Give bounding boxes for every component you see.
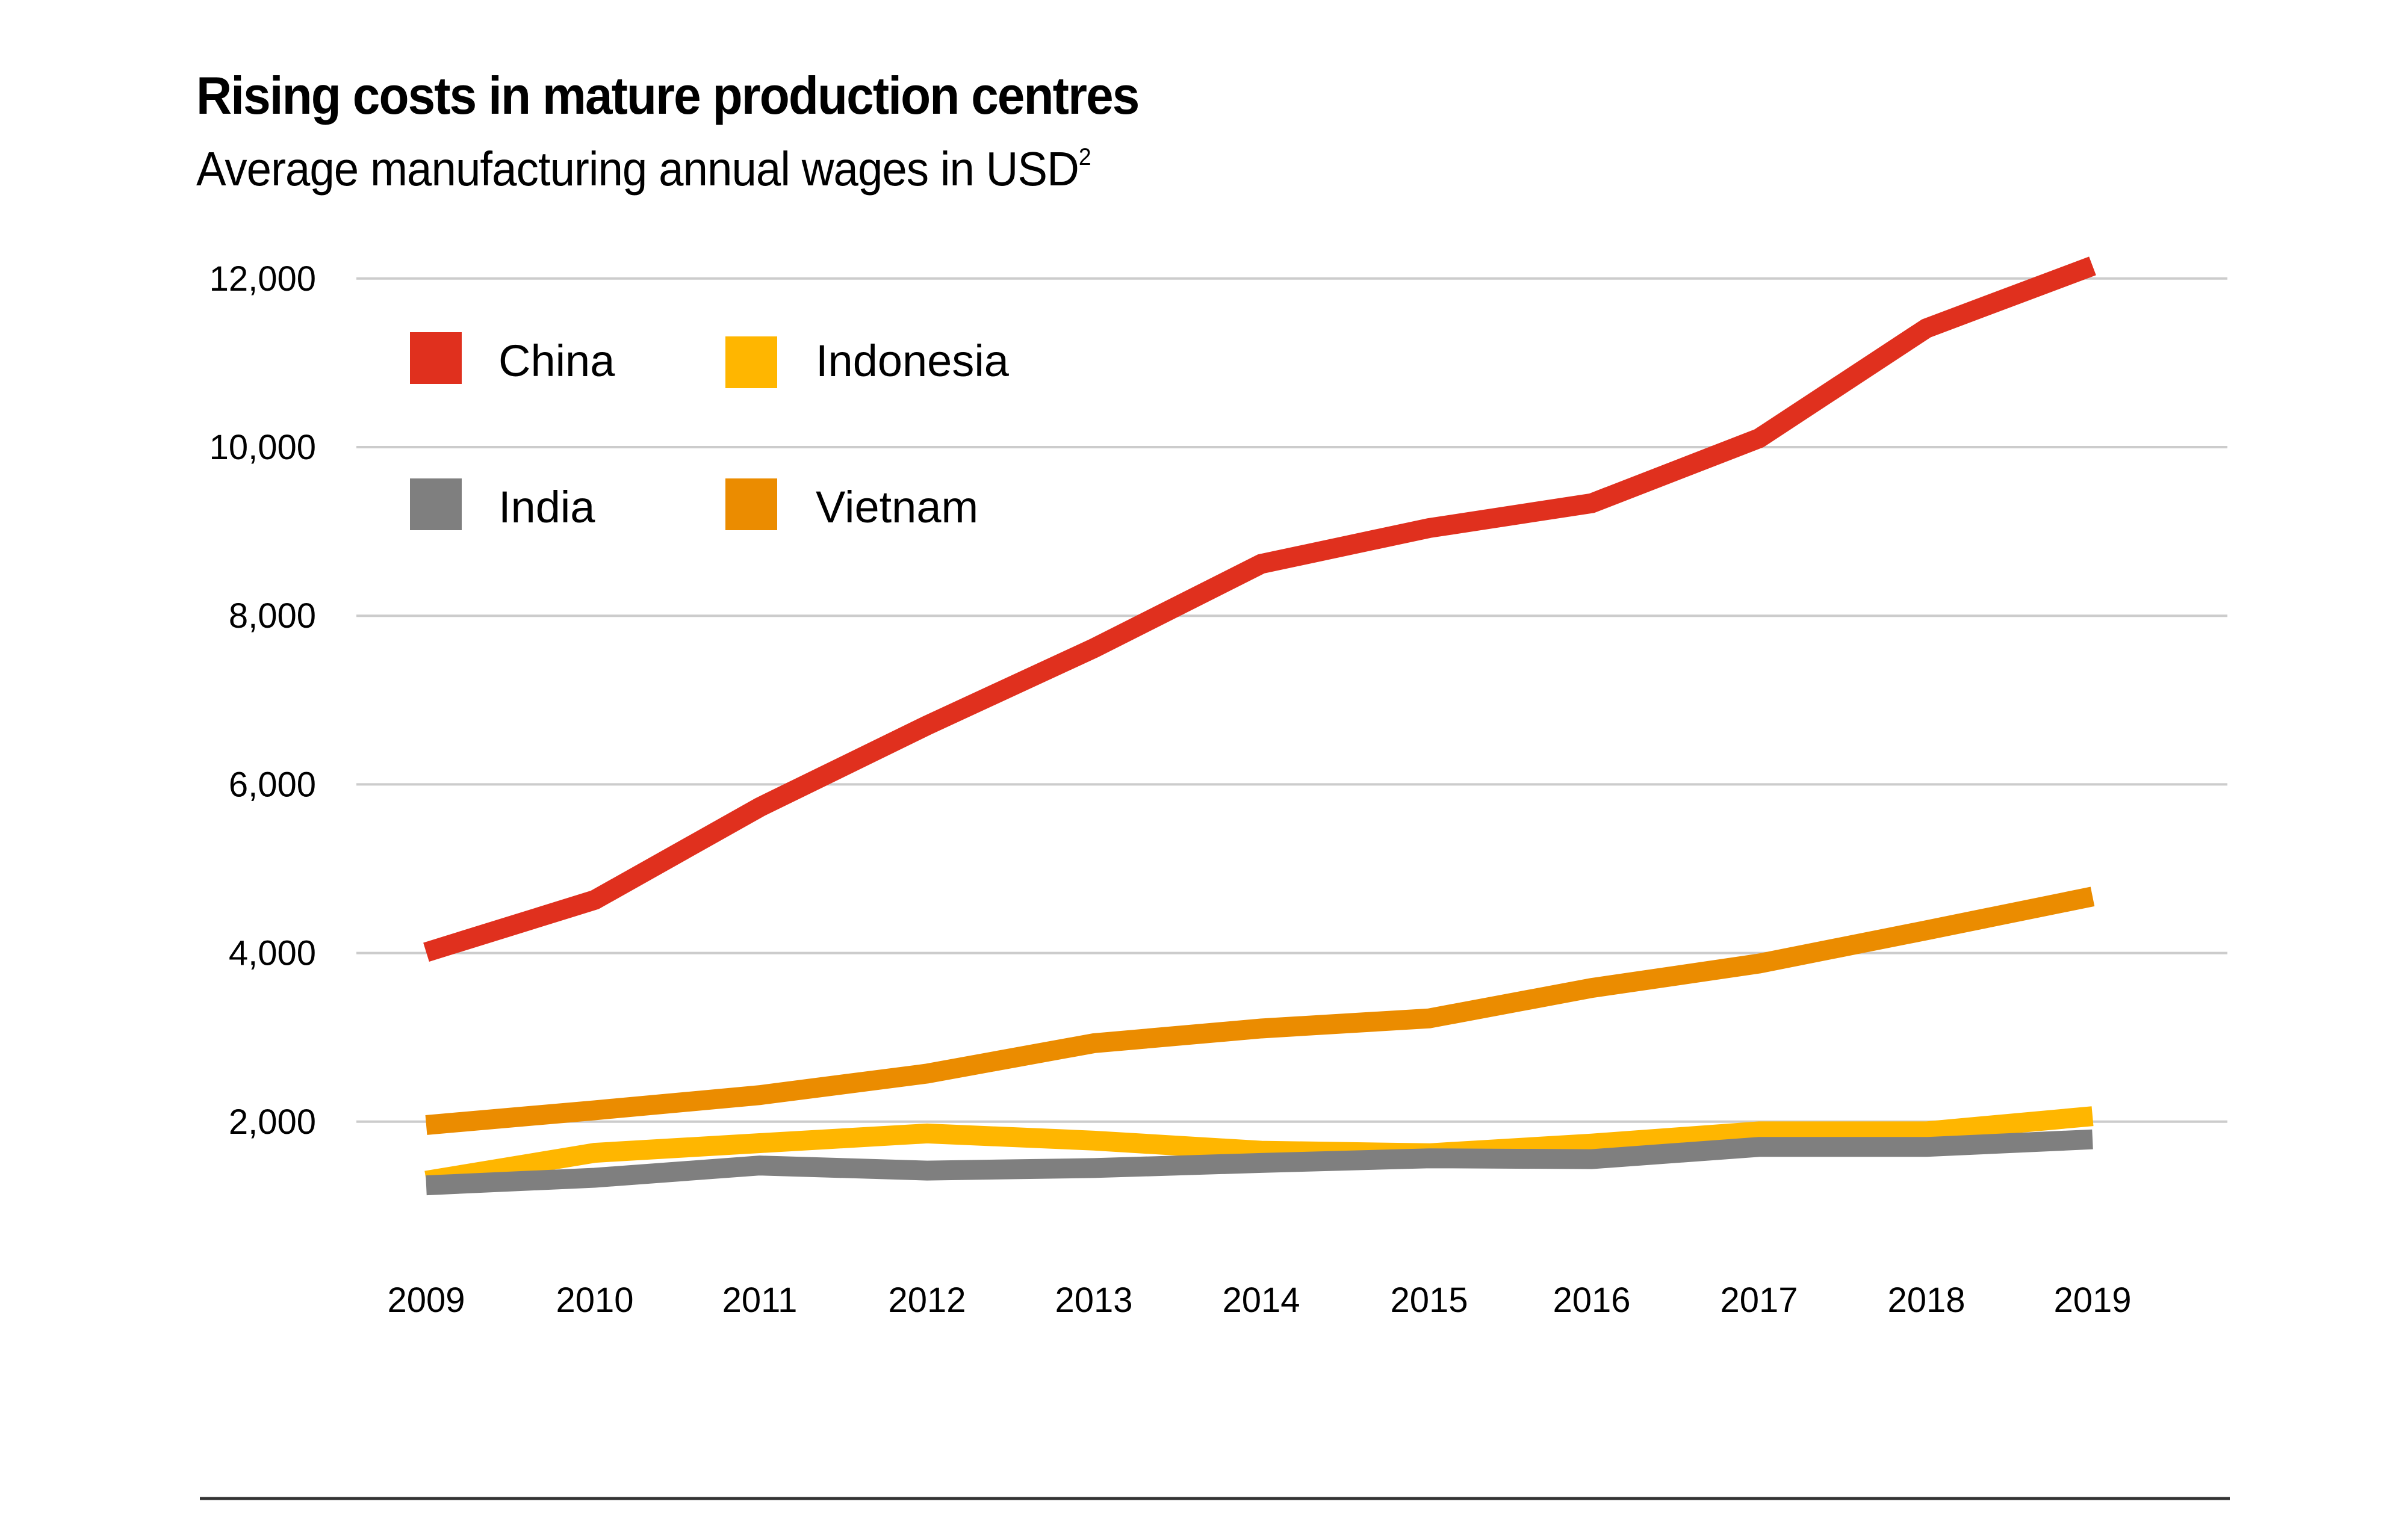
series-china xyxy=(423,256,2096,962)
x-tick-label: 2014 xyxy=(1222,1281,1300,1320)
legend-item-india: India xyxy=(410,478,595,532)
y-tick-label: 2,000 xyxy=(229,1103,316,1142)
subtitle-text: Average manufacturing annual wages in US… xyxy=(196,142,1079,196)
legend-swatch xyxy=(410,332,462,384)
chart-subtitle: Average manufacturing annual wages in US… xyxy=(196,141,1091,197)
x-tick-label: 2013 xyxy=(1055,1281,1132,1320)
legend-item-vietnam: Vietnam xyxy=(725,478,978,532)
legend-swatch xyxy=(410,478,462,530)
legend-label: India xyxy=(498,482,595,532)
chart-title: Rising costs in mature production centre… xyxy=(196,66,1140,125)
legend-swatch xyxy=(725,336,777,388)
y-tick-label: 8,000 xyxy=(229,596,316,636)
y-tick-label: 10,000 xyxy=(209,428,316,467)
x-tick-label: 2016 xyxy=(1553,1281,1630,1320)
legend-item-indonesia: Indonesia xyxy=(725,336,1010,388)
line-vietnam xyxy=(425,886,2095,1135)
legend-label: China xyxy=(498,336,615,386)
gridlines xyxy=(356,277,2227,1123)
legend-swatch xyxy=(725,478,777,530)
legend-label: Indonesia xyxy=(816,336,1010,386)
series-vietnam xyxy=(425,886,2095,1135)
x-tick-label: 2012 xyxy=(888,1281,966,1320)
line-china xyxy=(423,256,2096,962)
x-tick-label: 2015 xyxy=(1390,1281,1468,1320)
legend: China Indonesia India Vietnam xyxy=(410,332,1010,532)
series-india xyxy=(426,1129,2093,1196)
y-axis-tick-labels: 2,000 4,000 6,000 8,000 10,000 12,000 xyxy=(209,259,316,1142)
x-tick-label: 2018 xyxy=(1887,1281,1965,1320)
footnote-marker: 2 xyxy=(1078,144,1091,170)
y-tick-label: 4,000 xyxy=(229,934,316,973)
x-tick-label: 2019 xyxy=(2053,1281,2131,1320)
x-tick-label: 2017 xyxy=(1720,1281,1798,1320)
x-tick-label: 2011 xyxy=(722,1281,798,1320)
series-lines xyxy=(423,256,2096,1196)
x-tick-label: 2009 xyxy=(387,1281,465,1320)
x-tick-label: 2010 xyxy=(556,1281,633,1320)
legend-item-china: China xyxy=(410,332,615,386)
y-tick-label: 12,000 xyxy=(209,259,316,298)
series-indonesia xyxy=(424,1106,2094,1191)
legend-label: Vietnam xyxy=(816,482,978,532)
y-tick-label: 6,000 xyxy=(229,765,316,804)
x-axis-tick-labels: 2009 2010 2011 2012 2013 2014 2015 2016 2017 2018… xyxy=(387,1281,2131,1320)
